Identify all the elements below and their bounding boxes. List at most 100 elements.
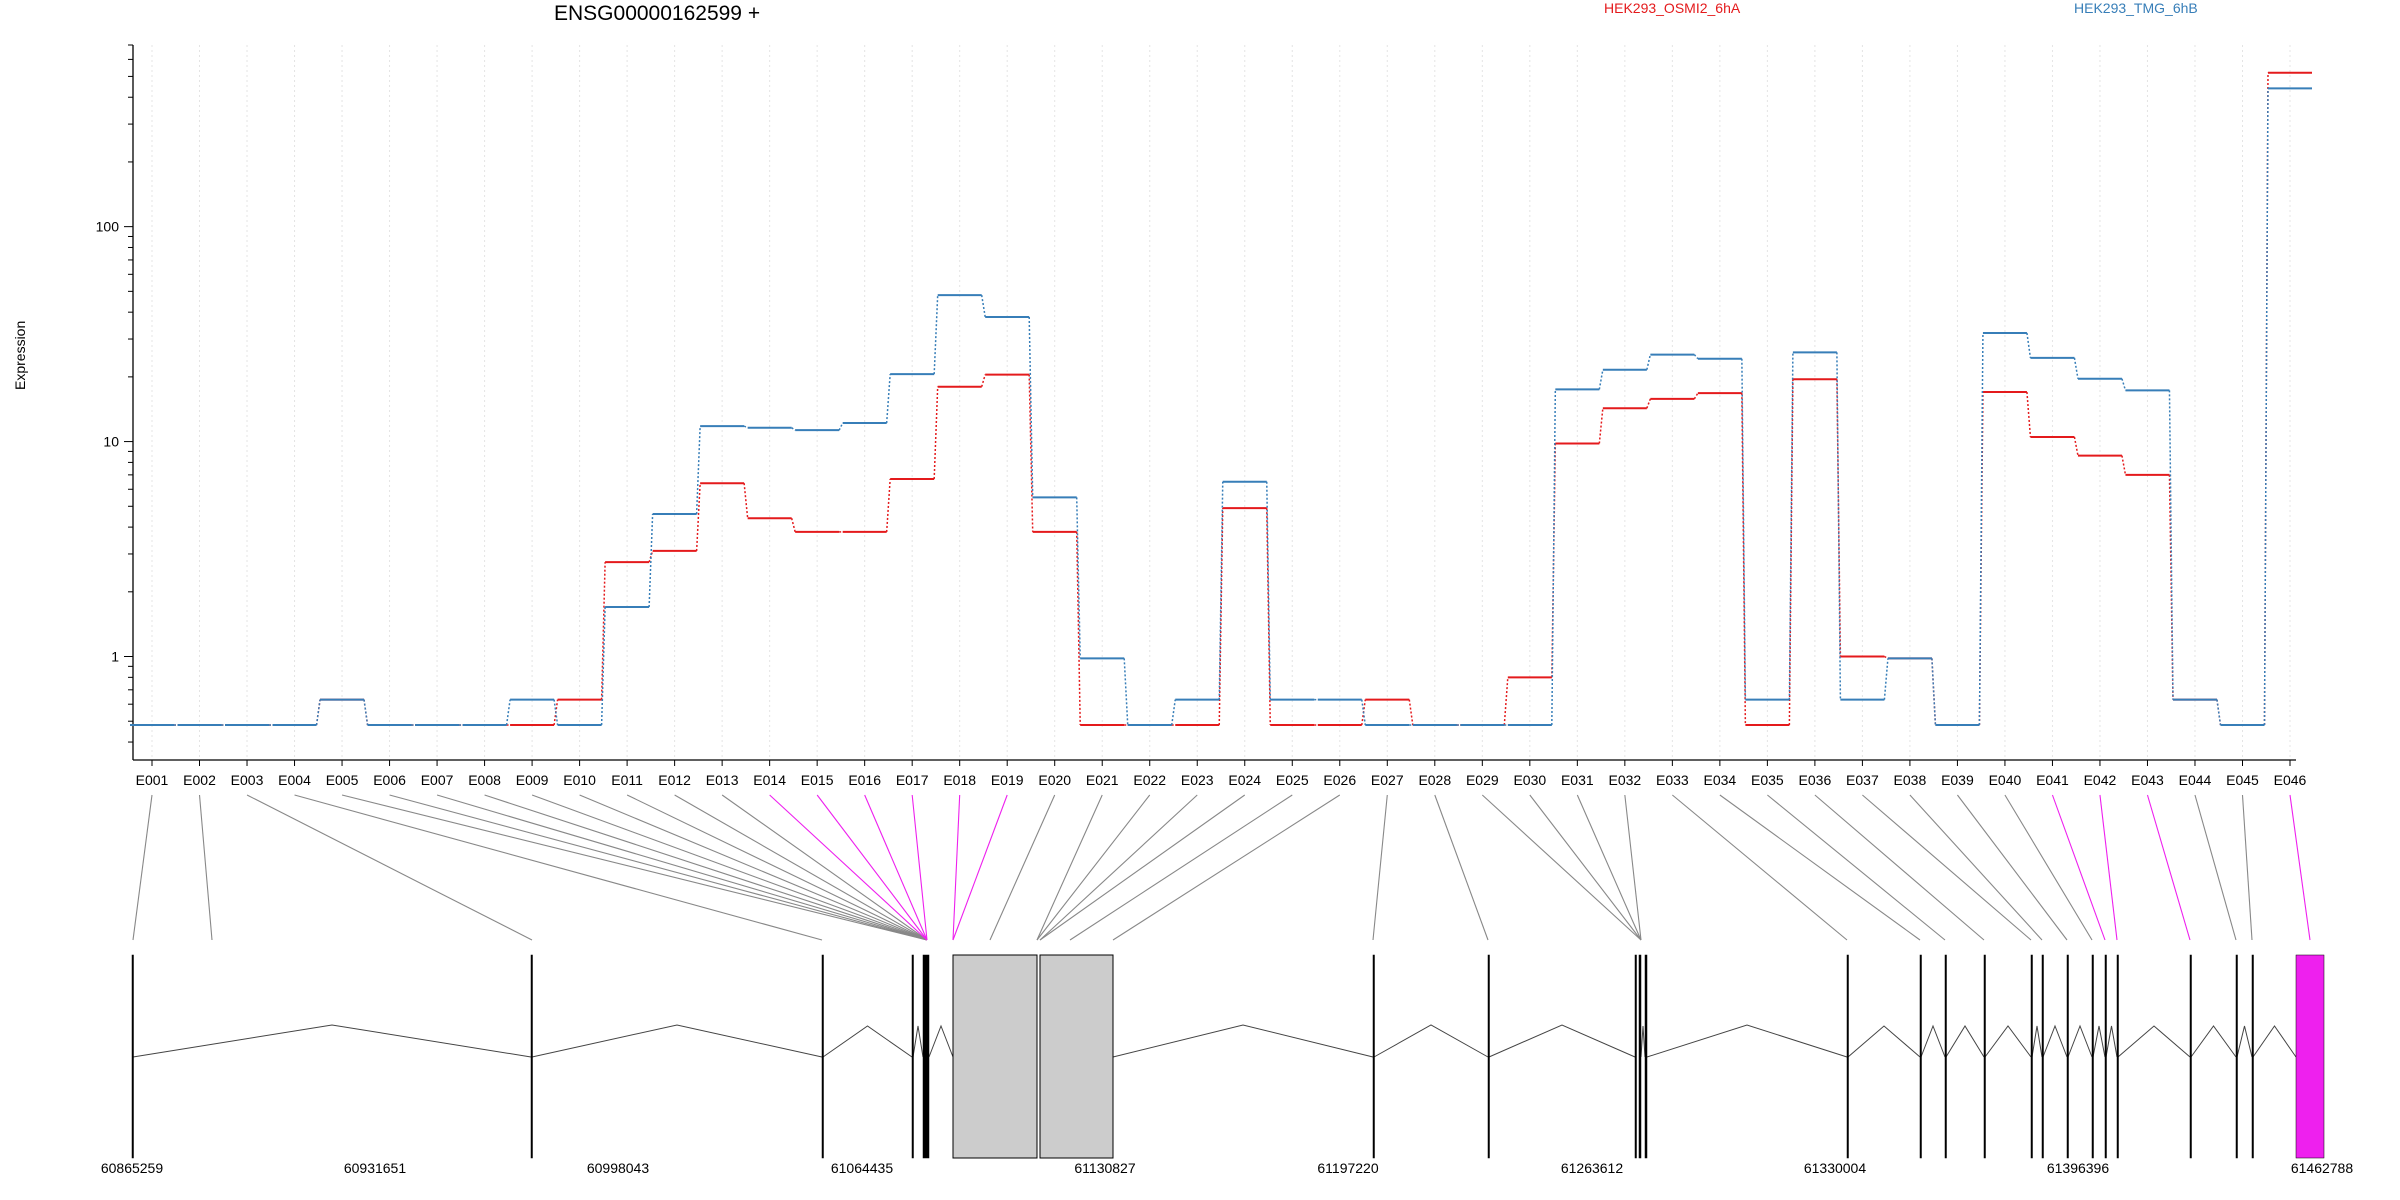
x-tick-label-e006: E006 <box>373 772 406 788</box>
x-tick-label-e008: E008 <box>468 772 501 788</box>
connector-e033 <box>1646 354 1652 370</box>
connector-e034 <box>1693 354 1699 360</box>
connector-line-e008 <box>484 794 928 941</box>
connector-line-e009 <box>531 794 928 941</box>
connector-line-e044 <box>2194 794 2237 941</box>
coordinate-label: 60931651 <box>344 1160 407 1176</box>
connector-line-e014 <box>769 794 928 941</box>
connector-line-e039 <box>1956 794 2068 941</box>
connector-e036 <box>1788 352 1794 700</box>
connector-e019 <box>980 295 986 318</box>
connector-e021 <box>1075 531 1081 726</box>
gene-title: ENSG00000162599 + <box>554 2 761 25</box>
exon-block <box>131 954 134 1159</box>
x-tick-label-e045: E045 <box>2226 772 2259 788</box>
x-tick-label-e031: E031 <box>1561 772 1594 788</box>
connector-line-e003 <box>246 794 533 941</box>
connector-line-e017 <box>911 794 928 941</box>
intron-line <box>1373 1024 1489 1058</box>
intron-line <box>1640 1025 1646 1058</box>
connector-line-e013 <box>721 794 928 941</box>
x-tick-label-e002: E002 <box>183 772 216 788</box>
x-tick-label-e021: E021 <box>1086 772 1119 788</box>
intron-line <box>531 1024 823 1058</box>
exon-block <box>1944 954 1947 1159</box>
connector-e014 <box>743 425 748 429</box>
connector-line-e018 <box>952 794 961 941</box>
x-tick-label-e033: E033 <box>1656 772 1689 788</box>
x-tick-label-e023: E023 <box>1181 772 1214 788</box>
x-tick-label-e029: E029 <box>1466 772 1499 788</box>
x-tick-label-e040: E040 <box>1989 772 2022 788</box>
connector-line-e010 <box>579 794 928 941</box>
x-tick-label-e042: E042 <box>2084 772 2117 788</box>
axes: 1 10 100 <box>96 44 2296 761</box>
exon-block <box>2116 954 2119 1159</box>
x-tick-label-e024: E024 <box>1228 772 1261 788</box>
exon-block <box>952 954 1038 1159</box>
x-tick-label-e010: E010 <box>563 772 596 788</box>
connector-line-e026 <box>1112 794 1341 941</box>
connector-line-e027 <box>1372 794 1388 941</box>
connector-e033 <box>1646 398 1652 409</box>
intron-line <box>2252 1025 2297 1058</box>
exon-block <box>530 954 533 1159</box>
connector-line-e043 <box>2146 794 2191 941</box>
legend-series-tmg: HEK293_TMG_6hB <box>2074 0 2198 16</box>
coordinate-label: 60865259 <box>101 1160 164 1176</box>
exon-block <box>1372 954 1375 1159</box>
connector-line-e005 <box>341 794 928 941</box>
x-tick-label-e044: E044 <box>2179 772 2212 788</box>
x-tick-label-e015: E015 <box>801 772 834 788</box>
exon-block <box>1487 954 1490 1159</box>
x-tick-label-e005: E005 <box>326 772 359 788</box>
intron-line <box>2092 1025 2106 1058</box>
intron-line <box>2067 1024 2093 1058</box>
intron-line <box>1646 1024 1848 1058</box>
intron-line <box>928 1024 954 1058</box>
connector-e016 <box>838 422 844 431</box>
connector-line-e006 <box>389 794 928 941</box>
connector-line-e015 <box>816 794 928 941</box>
connector-line-e038 <box>1909 794 2043 941</box>
x-tick-label-e001: E001 <box>136 772 169 788</box>
x-tick-label-e011: E011 <box>611 772 643 788</box>
connector-line-e031 <box>1576 794 1642 941</box>
x-tick-label-e017: E017 <box>896 772 929 788</box>
connector-e028 <box>1408 699 1414 726</box>
x-tick-label-e036: E036 <box>1799 772 1832 788</box>
connector-line-e019 <box>952 794 1008 941</box>
y-tick-label: 10 <box>103 434 119 450</box>
connector-line-e029 <box>1481 794 1642 941</box>
connector-line-e040 <box>2004 794 2093 941</box>
exon-block <box>2091 954 2094 1159</box>
coordinate-label: 61396396 <box>2047 1160 2110 1176</box>
connector-e040 <box>1978 332 1984 726</box>
x-tick-label-e038: E038 <box>1894 772 1927 788</box>
connector-e035 <box>1741 358 1747 700</box>
exon-block <box>1039 954 1114 1159</box>
connector-e015 <box>790 518 796 533</box>
connector-e009 <box>505 699 511 726</box>
connector-line-e042 <box>2099 794 2118 941</box>
connector-line-e032 <box>1624 794 1642 941</box>
connector-e025 <box>1266 481 1272 700</box>
intron-line <box>1945 1025 1985 1058</box>
connector-line-e030 <box>1529 794 1642 941</box>
series-lines <box>130 71 2312 727</box>
connector-line-e037 <box>1862 794 2032 941</box>
x-tick-label-e046: E046 <box>2274 772 2307 788</box>
connector-line-e020 <box>989 794 1056 941</box>
connector-e012 <box>648 550 654 563</box>
exon-block <box>911 954 914 1159</box>
connector-e042 <box>2073 436 2079 456</box>
connector-e013 <box>695 426 701 515</box>
intron-line <box>2042 1024 2068 1058</box>
gene-model <box>131 954 2325 1159</box>
connector-line-e036 <box>1814 794 1985 941</box>
exon-block <box>2104 954 2107 1159</box>
exon-block <box>821 954 824 1159</box>
exon-block <box>2251 954 2254 1159</box>
coordinate-label: 61263612 <box>1561 1160 1624 1176</box>
